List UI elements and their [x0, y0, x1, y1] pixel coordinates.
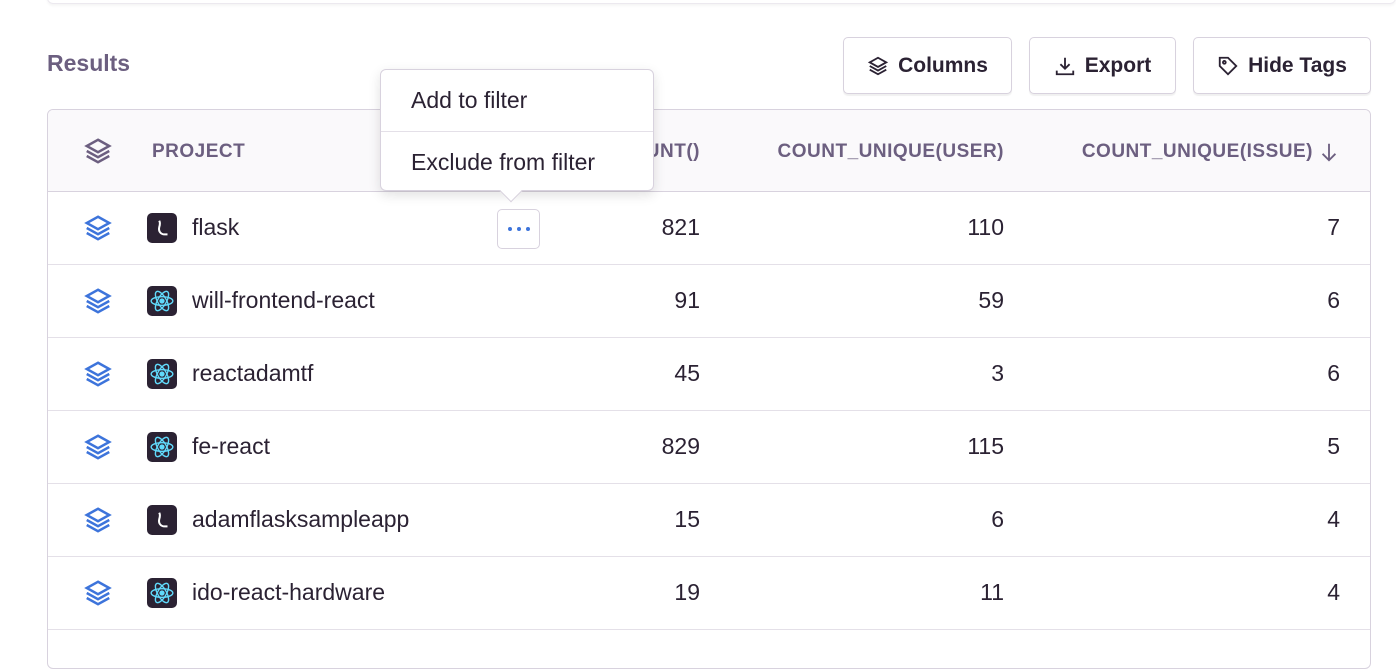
layers-icon — [867, 56, 889, 75]
count-unique-issue-cell: 4 — [1327, 579, 1340, 605]
layers-icon[interactable] — [83, 505, 113, 535]
count-unique-user-cell: 6 — [991, 506, 1004, 532]
layers-icon[interactable] — [83, 213, 113, 243]
layers-icon — [84, 138, 112, 164]
project-cell[interactable]: will-frontend-react — [192, 287, 375, 313]
add-to-filter-menu-item[interactable]: Add to filter — [411, 87, 528, 113]
dot-icon — [525, 227, 530, 231]
count-cell: 19 — [674, 579, 700, 605]
react-platform-icon — [147, 578, 177, 608]
count-cell: 829 — [661, 433, 700, 459]
count-unique-issue-cell: 6 — [1327, 360, 1340, 386]
layers-icon[interactable] — [83, 432, 113, 462]
count-cell: 15 — [674, 506, 700, 532]
hide-tags-button[interactable]: Hide Tags — [1193, 37, 1371, 94]
sort-desc-arrow-icon[interactable] — [1318, 141, 1340, 163]
count-unique-user-cell: 110 — [967, 214, 1004, 240]
project-cell[interactable]: adamflasksampleapp — [192, 506, 410, 532]
react-platform-icon — [147, 359, 177, 389]
count-unique-user-cell: 59 — [978, 287, 1004, 313]
table-header: PROJECT COUNT() COUNT_UNIQUE(USER) COUNT… — [48, 110, 1370, 192]
table-row: will-frontend-react 91 59 6 — [48, 265, 1370, 338]
count-cell: 45 — [674, 360, 700, 386]
table-row: ido-react-hardware 19 11 4 — [48, 557, 1370, 630]
results-table: PROJECT COUNT() COUNT_UNIQUE(USER) COUNT… — [47, 109, 1371, 669]
count-unique-issue-cell: 6 — [1327, 287, 1340, 313]
table-row: fe-react 829 115 5 — [48, 411, 1370, 484]
react-platform-icon — [147, 286, 177, 316]
dot-icon — [516, 227, 521, 231]
cell-actions-button[interactable] — [497, 209, 540, 249]
search-bar-container — [47, 0, 1396, 4]
header-count-unique-user[interactable]: COUNT_UNIQUE(USER) — [777, 141, 1004, 162]
layers-icon[interactable] — [83, 286, 113, 316]
count-cell: 91 — [674, 287, 700, 313]
header-project[interactable]: PROJECT — [152, 141, 246, 162]
count-cell: 821 — [661, 214, 700, 240]
count-unique-user-cell: 11 — [980, 579, 1004, 605]
project-cell[interactable]: ido-react-hardware — [192, 579, 386, 605]
header-count-unique-issue[interactable]: COUNT_UNIQUE(ISSUE) — [1081, 141, 1313, 162]
dot-icon — [507, 227, 512, 231]
download-icon — [1055, 57, 1074, 75]
project-cell[interactable]: flask — [192, 214, 240, 240]
table-row: adamflasksampleapp 15 6 4 — [48, 484, 1370, 557]
columns-label: Columns — [898, 53, 988, 77]
layers-icon[interactable] — [83, 578, 113, 608]
table-row: reactadamtf 45 3 6 — [48, 338, 1370, 411]
cell-action-menu: Add to filter Exclude from filter — [380, 69, 654, 191]
project-cell[interactable]: fe-react — [192, 433, 270, 459]
flask-platform-icon — [147, 505, 177, 535]
count-unique-user-cell: 3 — [991, 360, 1004, 386]
hide-tags-label: Hide Tags — [1248, 53, 1347, 77]
layers-icon[interactable] — [83, 359, 113, 389]
export-label: Export — [1084, 53, 1152, 77]
count-unique-issue-cell: 7 — [1327, 214, 1340, 240]
project-cell[interactable]: reactadamtf — [192, 360, 314, 386]
count-unique-issue-cell: 5 — [1327, 433, 1340, 459]
exclude-from-filter-menu-item[interactable]: Exclude from filter — [381, 131, 653, 192]
react-platform-icon — [147, 432, 177, 462]
count-unique-user-cell: 115 — [967, 433, 1004, 459]
count-unique-issue-cell: 4 — [1327, 506, 1340, 532]
flask-platform-icon — [147, 213, 177, 243]
tag-icon — [1218, 56, 1238, 76]
columns-button[interactable]: Columns — [843, 37, 1012, 94]
table-row: flask 821 110 7 — [48, 192, 1370, 265]
export-button[interactable]: Export — [1029, 37, 1176, 94]
results-title: Results — [47, 50, 131, 76]
